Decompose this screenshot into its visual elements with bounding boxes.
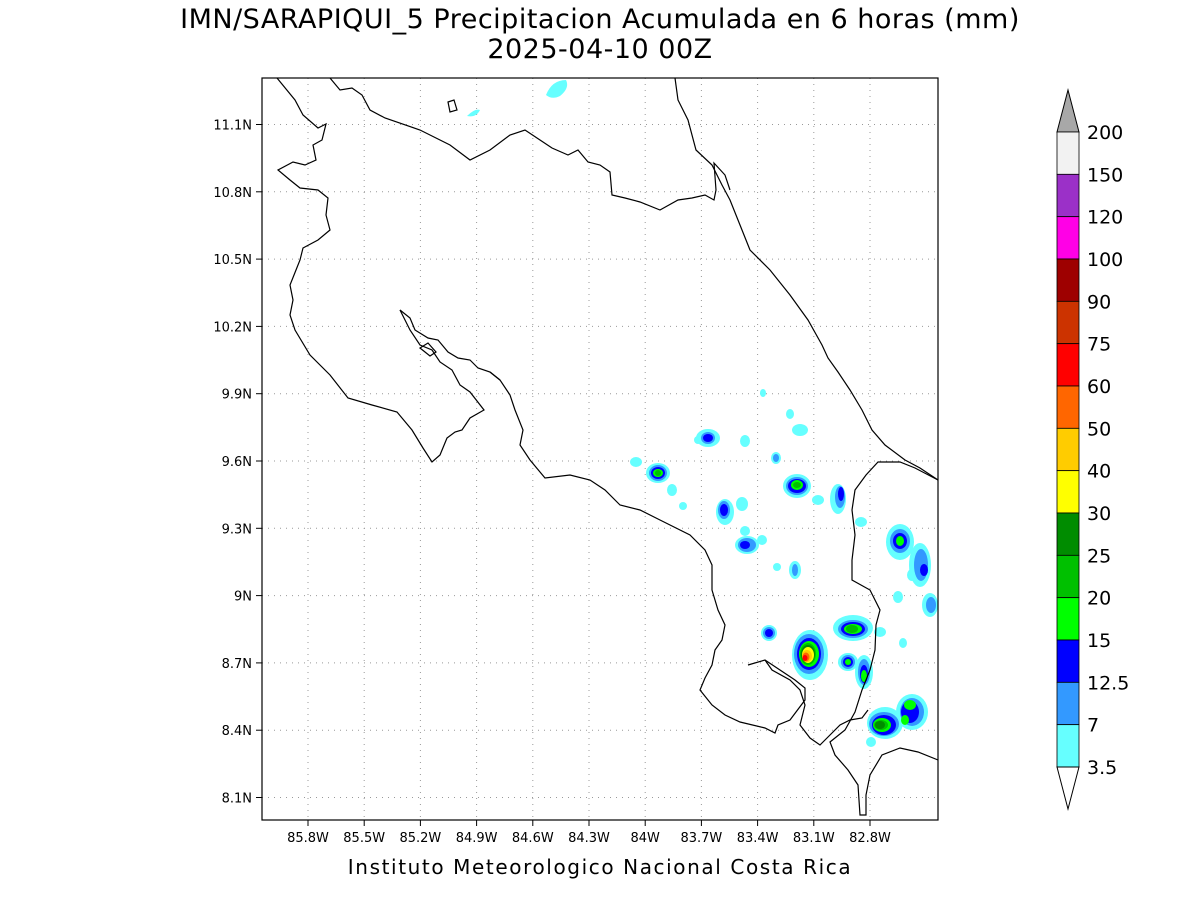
colorbar-label: 15 (1087, 630, 1111, 652)
colorbar-label: 20 (1087, 588, 1111, 610)
y-tick-label: 9.9N (222, 388, 252, 403)
y-tick-label: 11.1N (213, 119, 252, 134)
colorbar-label: 75 (1087, 334, 1111, 356)
colorbar-label: 150 (1087, 164, 1123, 186)
y-axis: 11.1N 10.8N 10.5N 10.2N 9.9N 9.6N 9.3N 9N 8.7N 8.… (213, 119, 262, 807)
y-tick-label: 8.1N (222, 792, 252, 807)
precipitation-field (467, 80, 938, 747)
y-tick-label: 8.7N (222, 657, 252, 672)
x-tick-label: 84.3W (568, 831, 610, 846)
y-tick-label: 9.6N (222, 455, 252, 470)
colorbar-swatch (1056, 258, 1080, 302)
map-title: IMN/SARAPIQUI_5 Precipitacion Acumulada … (180, 4, 1020, 35)
x-tick-label: 84.6W (512, 831, 554, 846)
coastline (276, 78, 938, 816)
colorbar-swatch (1056, 512, 1080, 556)
colorbar-arrow-top (1056, 88, 1080, 133)
x-tick-label: 85.2W (399, 831, 441, 846)
colorbar-label: 200 (1087, 122, 1123, 144)
colorbar: 200 150 120 100 90 75 60 50 40 30 25 20 15 12.5 7 3.5 (1056, 88, 1129, 811)
x-tick-label: 85.8W (287, 831, 329, 846)
colorbar-label: 40 (1087, 461, 1111, 483)
y-tick-label: 8.4N (222, 724, 252, 739)
colorbar-label: 90 (1087, 291, 1111, 313)
colorbar-swatch (1056, 343, 1080, 387)
x-axis: 85.8W 85.5W 85.2W 84.9W 84.6W 84.3W 84W 83.7W 83… (287, 820, 891, 846)
y-tick-label: 10.2N (213, 320, 252, 335)
colorbar-swatch (1056, 470, 1080, 514)
map-date: 2025-04-10 00Z (487, 34, 713, 65)
x-tick-label: 84W (630, 831, 660, 846)
colorbar-swatch (1056, 173, 1080, 218)
y-tick-label: 9.3N (222, 522, 252, 537)
colorbar-swatch (1056, 681, 1080, 726)
colorbar-label: 100 (1087, 249, 1123, 271)
colorbar-swatch (1056, 131, 1080, 175)
colorbar-arrow-bottom (1056, 766, 1080, 811)
colorbar-label: 25 (1087, 545, 1111, 567)
colorbar-swatch (1056, 385, 1080, 429)
colorbar-label: 7 (1087, 715, 1099, 737)
colorbar-label: 50 (1087, 418, 1111, 440)
colorbar-label: 60 (1087, 376, 1111, 398)
colorbar-swatch (1056, 724, 1080, 768)
colorbar-swatch (1056, 639, 1080, 683)
colorbar-swatch (1056, 554, 1080, 599)
colorbar-label: 120 (1087, 207, 1123, 229)
colorbar-label: 12.5 (1087, 672, 1129, 694)
colorbar-label: 30 (1087, 503, 1111, 525)
x-tick-label: 82.8W (849, 831, 891, 846)
y-tick-label: 9N (234, 590, 252, 605)
x-tick-label: 84.9W (456, 831, 498, 846)
colorbar-swatch (1056, 597, 1080, 641)
x-tick-label: 83.1W (793, 831, 835, 846)
x-tick-label: 85.5W (343, 831, 385, 846)
map-grid (262, 78, 938, 820)
y-tick-label: 10.8N (213, 186, 252, 201)
colorbar-swatch (1056, 427, 1080, 472)
colorbar-label: 3.5 (1087, 757, 1117, 779)
x-tick-label: 83.4W (737, 831, 779, 846)
colorbar-swatch (1056, 216, 1080, 260)
colorbar-swatch (1056, 300, 1080, 345)
x-tick-label: 83.7W (680, 831, 722, 846)
map-frame (261, 77, 939, 821)
y-tick-label: 10.5N (213, 253, 252, 268)
footer-credit: Instituto Meteorologico Nacional Costa R… (347, 855, 853, 879)
